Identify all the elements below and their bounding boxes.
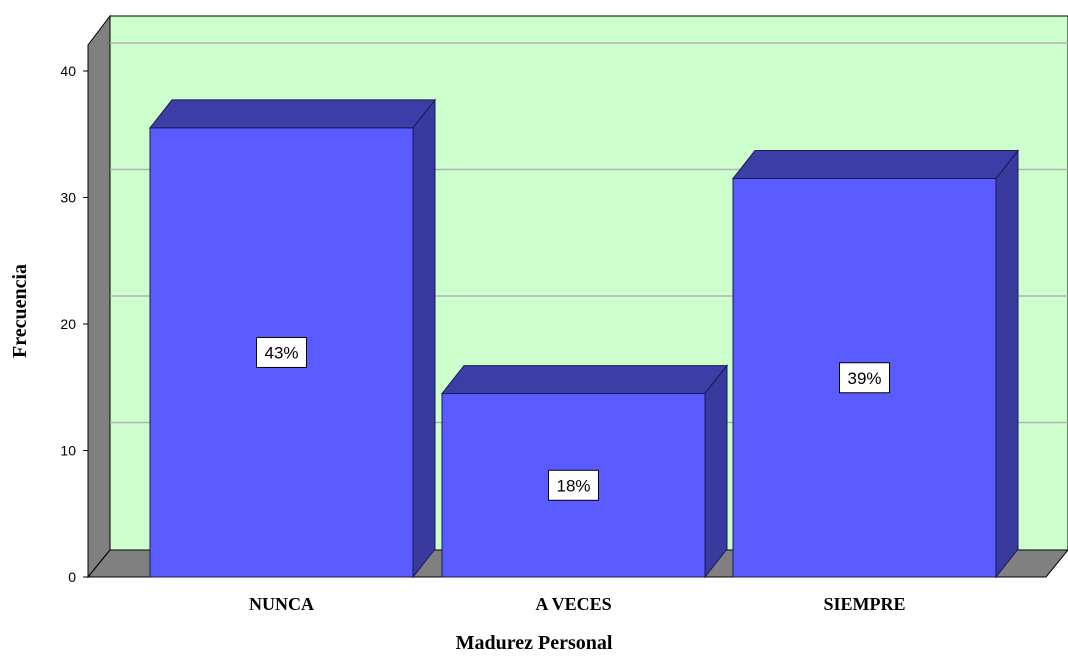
y-tick-label: 30 <box>60 190 76 206</box>
data-label-text: 43% <box>264 343 298 362</box>
x-tick-label: NUNCA <box>249 594 314 614</box>
y-tick-label: 20 <box>60 316 76 332</box>
data-label: 18% <box>548 469 599 501</box>
left-wall <box>87 14 111 579</box>
y-tick-label: 0 <box>68 569 76 585</box>
data-label-box <box>839 362 890 394</box>
y-axis-title: Frecuencia <box>9 264 31 358</box>
bar-top <box>148 99 437 129</box>
x-tick-label: SIEMPRE <box>823 594 905 614</box>
data-label-box <box>256 336 307 368</box>
bar-side <box>704 364 728 579</box>
data-label: 43% <box>256 336 307 368</box>
data-label-text: 18% <box>556 476 590 495</box>
bar <box>441 393 706 578</box>
bar-top <box>731 150 1020 180</box>
data-label-text: 39% <box>847 369 881 388</box>
data-label-box <box>548 469 599 501</box>
y-tick-label: 10 <box>60 443 76 459</box>
y-tick-label: 40 <box>60 63 76 79</box>
bar-top <box>440 365 729 395</box>
data-label: 39% <box>839 362 890 394</box>
bar-side <box>995 149 1019 579</box>
x-axis-title: Madurez Personal <box>456 632 613 654</box>
x-tick-label: A VECES <box>535 594 611 614</box>
bar-side <box>412 98 436 579</box>
